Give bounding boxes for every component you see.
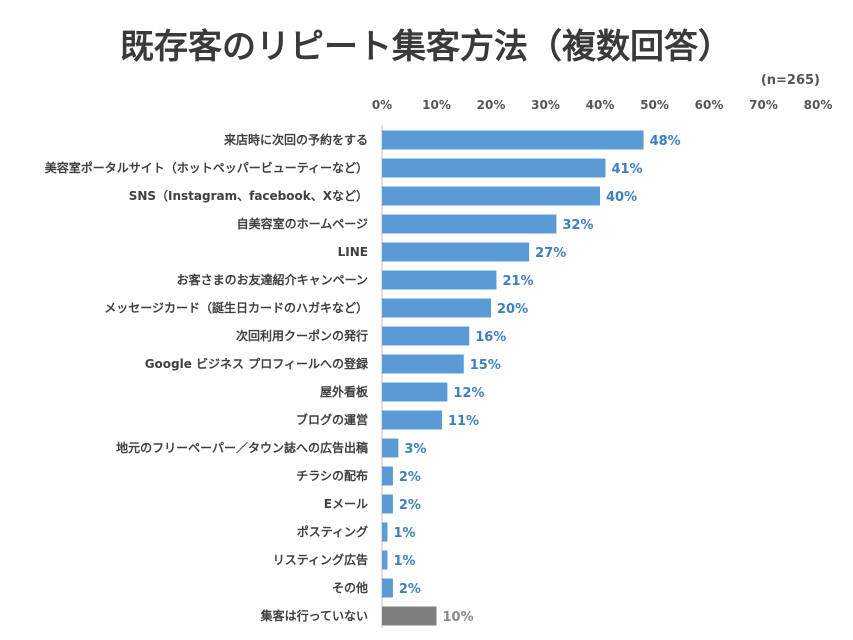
- bar-row: ポスティング 1%: [297, 522, 416, 542]
- category-label: メッセージカード（誕生日カードのハガキなど）: [104, 300, 368, 315]
- chart-title: 既存客のリピート集客方法（複数回答）: [120, 27, 732, 67]
- value-label: 21%: [502, 274, 533, 289]
- category-label: 次回利用クーポンの発行: [236, 328, 368, 343]
- bar: [382, 298, 491, 318]
- sample-size-note: (n=265): [761, 73, 820, 88]
- x-tick-label: 70%: [749, 98, 778, 112]
- value-label: 27%: [535, 246, 566, 261]
- category-label: その他: [332, 580, 368, 595]
- value-label: 40%: [606, 190, 637, 205]
- x-tick-label: 40%: [586, 98, 615, 112]
- bar: [382, 270, 497, 290]
- category-label: お客さまのお友達紹介キャンペーン: [177, 272, 368, 287]
- value-label: 11%: [448, 414, 479, 429]
- bar: [382, 466, 393, 486]
- bar: [382, 550, 388, 570]
- bar: [382, 382, 448, 402]
- category-label: リスティング広告: [273, 552, 368, 567]
- category-label: ポスティング: [297, 524, 368, 539]
- bar-row: リスティング広告 1%: [273, 550, 416, 570]
- value-label: 10%: [443, 610, 474, 625]
- bar-row: チラシの配布 2%: [296, 466, 421, 486]
- x-tick-label: 80%: [804, 98, 833, 112]
- category-label: 集客は行っていない: [260, 608, 368, 623]
- bar-row: 来店時に次回の予約をする 48%: [223, 130, 681, 150]
- category-label: 地元のフリーペーパー／タウン誌への広告出稿: [116, 440, 368, 455]
- category-label: ブログの運営: [296, 412, 368, 427]
- x-axis-ticks: 0% 10% 20% 30% 40% 50% 60% 70% 80%: [372, 98, 833, 112]
- x-tick-label: 60%: [695, 98, 724, 112]
- bar-row: 次回利用クーポンの発行 16%: [236, 326, 506, 346]
- value-label: 20%: [497, 302, 528, 317]
- bar-row: 集客は行っていない 10%: [260, 606, 474, 626]
- value-label: 3%: [404, 442, 426, 457]
- bar: [382, 606, 437, 626]
- bar-row: 地元のフリーペーパー／タウン誌への広告出稿 3%: [116, 438, 426, 458]
- bar-row: 屋外看板 12%: [320, 382, 485, 402]
- bar: [382, 326, 470, 346]
- bar-row: SNS（Instagram、facebook、Xなど） 40%: [129, 186, 637, 206]
- category-label: 自美容室のホームページ: [237, 216, 368, 231]
- bar-row: メッセージカード（誕生日カードのハガキなど） 20%: [104, 298, 528, 318]
- value-label: 32%: [562, 218, 593, 233]
- value-label: 12%: [453, 386, 484, 401]
- category-label: 屋外看板: [320, 384, 369, 399]
- bar: [382, 130, 644, 150]
- bar: [382, 158, 606, 178]
- bar: [382, 242, 530, 262]
- category-label: 美容室ポータルサイト（ホットペッパービューティーなど）: [45, 160, 368, 175]
- bar: [382, 522, 388, 542]
- bar: [382, 438, 399, 458]
- bar-row: その他 2%: [332, 578, 421, 598]
- value-label: 15%: [470, 358, 501, 373]
- bar-row: 自美容室のホームページ 32%: [237, 214, 594, 234]
- value-label: 1%: [393, 554, 415, 569]
- value-label: 41%: [611, 162, 642, 177]
- x-tick-label: 10%: [422, 98, 451, 112]
- value-label: 2%: [399, 470, 421, 485]
- value-label: 16%: [475, 330, 506, 345]
- x-tick-label: 20%: [477, 98, 506, 112]
- bar: [382, 354, 464, 374]
- x-tick-label: 0%: [372, 98, 392, 112]
- x-tick-label: 30%: [531, 98, 560, 112]
- value-label: 48%: [650, 134, 681, 149]
- bar: [382, 410, 442, 430]
- bar-row: LINE 27%: [338, 242, 566, 262]
- value-label: 2%: [399, 582, 421, 597]
- bar: [382, 186, 600, 206]
- value-label: 1%: [393, 526, 415, 541]
- bar-row: Eメール 2%: [324, 494, 421, 514]
- bar-row: 美容室ポータルサイト（ホットペッパービューティーなど） 41%: [45, 158, 643, 178]
- bar-row: お客さまのお友達紹介キャンペーン 21%: [177, 270, 534, 290]
- bar-row: Google ビジネス プロフィールへの登録 15%: [145, 354, 501, 374]
- bar: [382, 494, 393, 514]
- x-tick-label: 50%: [640, 98, 669, 112]
- category-label: 来店時に次回の予約をする: [223, 132, 368, 147]
- category-label: LINE: [338, 245, 368, 259]
- category-label: Google ビジネス プロフィールへの登録: [145, 356, 369, 371]
- bars-layer: 来店時に次回の予約をする 48% 美容室ポータルサイト（ホットペッパービューティーな…: [45, 130, 681, 626]
- category-label: Eメール: [324, 497, 368, 511]
- category-label: SNS（Instagram、facebook、Xなど）: [129, 188, 368, 203]
- bar: [382, 578, 393, 598]
- value-label: 2%: [399, 498, 421, 513]
- category-label: チラシの配布: [296, 468, 368, 483]
- bar: [382, 214, 557, 234]
- bar-row: ブログの運営 11%: [296, 410, 479, 430]
